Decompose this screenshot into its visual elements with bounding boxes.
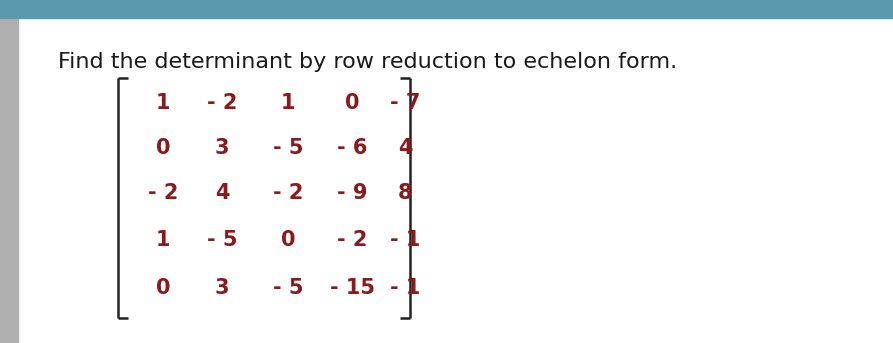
Text: 0: 0 [155,138,171,158]
Bar [0,18,18,343]
Text: Find the determinant by row reduction to echelon form.: Find the determinant by row reduction to… [58,52,677,72]
Text: 0: 0 [280,230,296,250]
Text: 1: 1 [155,93,171,113]
Text: - 2: - 2 [207,93,238,113]
Text: 4: 4 [214,183,230,203]
Text: - 1: - 1 [390,278,421,298]
Text: - 5: - 5 [272,278,304,298]
Text: - 2: - 2 [273,183,304,203]
Text: - 2: - 2 [148,183,179,203]
Text: - 7: - 7 [390,93,421,113]
Text: - 1: - 1 [390,230,421,250]
Text: 3: 3 [214,278,230,298]
Text: - 6: - 6 [337,138,367,158]
Text: 4: 4 [397,138,413,158]
Text: - 5: - 5 [272,138,304,158]
Text: 3: 3 [214,138,230,158]
Text: - 9: - 9 [337,183,367,203]
Text: 0: 0 [155,278,171,298]
Text: 8: 8 [397,183,413,203]
Text: - 5: - 5 [207,230,238,250]
Text: 1: 1 [155,230,171,250]
Text: 0: 0 [345,93,359,113]
Text: - 2: - 2 [337,230,367,250]
Text: - 15: - 15 [330,278,374,298]
Text: 1: 1 [280,93,296,113]
Bar [0,0,893,18]
